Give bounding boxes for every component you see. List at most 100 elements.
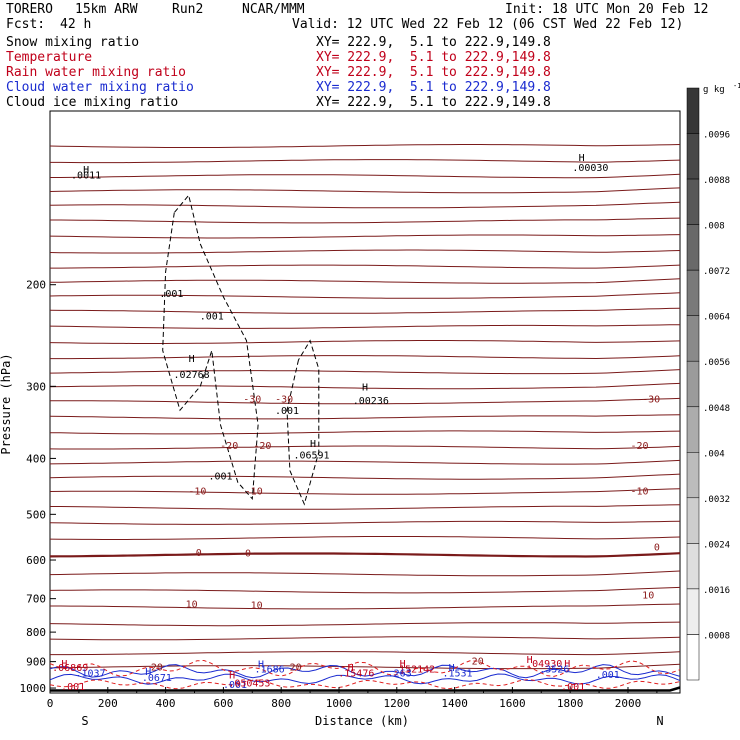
contour-annotation: .001: [61, 682, 85, 693]
contour-annotation: -20: [253, 441, 271, 452]
contour-annotation: -30: [275, 395, 293, 406]
colorbar-tick-label: .004: [703, 449, 725, 459]
isotherm-line: [50, 355, 681, 360]
isotherm-layer: [49, 144, 681, 670]
colorbar-unit: g kg: [703, 85, 725, 95]
surface-line: [50, 686, 681, 692]
colorbar-tick-label: .0096: [703, 131, 730, 141]
contour-annotation: .0671: [142, 673, 172, 684]
isotherm-line: [49, 249, 681, 254]
contour-annotation: .001: [200, 312, 224, 323]
colorbar-swatch: [686, 269, 700, 316]
isotherm-line: [49, 278, 681, 284]
isotherm-line: [50, 159, 681, 164]
contour-annotation: .15476: [338, 669, 374, 680]
field-xy-cloud-ice: XY= 222.9, 5.1 to 222.9,149.8: [316, 95, 551, 110]
isotherm-line: [49, 586, 681, 594]
contour-annotation: H: [362, 383, 368, 394]
contour-annotation: .06869: [52, 663, 88, 674]
contour-annotation: -10: [188, 487, 206, 498]
y-tick-label: 700: [26, 593, 46, 606]
contour-annotation: 0: [654, 543, 660, 554]
isotherm-line: [49, 234, 681, 239]
isotherm-line: [49, 473, 681, 480]
x-tick-label: 400: [156, 697, 176, 710]
field-name-temperature: Temperature: [6, 50, 93, 65]
x-axis: 0 200 400 600 800 1000 1200 1400 1600 1800 2000: [47, 687, 658, 710]
field-name-snow: Snow mixing ratio: [6, 35, 140, 50]
isotherm-line: [49, 324, 681, 329]
isotherm-line: [49, 520, 681, 525]
contour-annotation: .00030: [572, 163, 608, 174]
contour-annotation: .04930: [526, 659, 562, 670]
mixing-ratio-layer: [49, 194, 681, 690]
contour-annotation: H: [145, 667, 151, 678]
colorbar-unit-exponent: -1: [733, 82, 740, 90]
isotherm-line: [49, 663, 681, 670]
contour-annotation: 10: [186, 599, 198, 610]
field-name-cloud-ice: Cloud ice mixing ratio: [6, 95, 179, 110]
field-xy-temperature: XY= 222.9, 5.1 to 222.9,149.8: [316, 50, 551, 65]
isotherm-line: [50, 603, 681, 610]
colorbar-swatch: [686, 497, 700, 544]
isotherm-line: [49, 445, 681, 450]
title-resolution: 15km ARW: [75, 2, 138, 17]
isotherm-line: [49, 414, 681, 420]
isotherm-line: [50, 217, 681, 224]
end-label-north: N: [656, 714, 663, 728]
contour-annotation: .02768: [174, 370, 210, 381]
contour-annotation: .3526: [539, 665, 569, 676]
contour-annotation: .263: [388, 669, 412, 680]
isotherm-line: [49, 430, 681, 435]
contour-annotation: -10: [245, 487, 263, 498]
contour-annotation: .06591: [293, 450, 329, 461]
x-axis-label: Distance (km): [315, 714, 409, 728]
contour-annotation: -20: [630, 441, 648, 452]
ice-contour: [286, 339, 320, 506]
colorbar-tick-label: .0032: [703, 495, 730, 505]
y-tick-label: 200: [26, 279, 46, 292]
contour-annotation: .001: [208, 471, 232, 482]
contour-annotation: .1037: [75, 669, 105, 680]
y-axis: 200 300 400 500 600 700 800 900 1000: [20, 279, 56, 695]
colorbar-swatch: [686, 360, 700, 407]
x-tick-label: 600: [213, 697, 233, 710]
colorbar-swatch: [686, 178, 700, 225]
colorbar-tick-label: .0056: [703, 358, 730, 368]
title-org: NCAR/MMM: [242, 2, 305, 17]
colorbar-swatch: [686, 634, 700, 681]
isotherm-line: [49, 201, 681, 209]
x-tick-label: 2000: [615, 697, 642, 710]
contour-annotation: -30: [642, 395, 660, 406]
colorbar-tick-label: .0064: [703, 313, 730, 323]
isotherm-line: [49, 459, 681, 465]
snow-contour: [162, 194, 259, 501]
contour-annotation: .001: [561, 682, 585, 693]
contour-annotation: .001: [223, 680, 247, 691]
colorbar-swatch: [686, 588, 700, 635]
contour-annotation: H: [348, 663, 354, 674]
title-fcst-label: Fcst:: [6, 17, 46, 32]
contour-annotation: H: [310, 439, 316, 450]
y-tick-label: 500: [26, 508, 46, 521]
annotation-layer: H.0011.001.001H.02768.001H.06591.001H.00…: [52, 153, 660, 693]
contour-annotation: 20: [290, 663, 302, 674]
end-label-south: S: [81, 714, 88, 728]
x-tick-label: 0: [47, 697, 54, 710]
x-tick-label: 1600: [499, 697, 526, 710]
contour-annotation: .00236: [353, 396, 389, 407]
y-tick-label: 800: [26, 626, 46, 639]
colorbar-tick-label: .0024: [703, 540, 730, 550]
y-axis-label: Pressure (hPa): [0, 353, 13, 454]
isotherm-line: [50, 173, 681, 179]
contour-annotation: -20: [220, 441, 238, 452]
x-tick-label: 200: [98, 697, 118, 710]
x-tick-label: 1400: [441, 697, 468, 710]
contour-annotation: H: [449, 663, 455, 674]
y-tick-label: 1000: [20, 682, 47, 695]
contour-annotation: .152142: [393, 665, 435, 676]
colorbar-tick-label: .0016: [703, 586, 730, 596]
isotherm-line: [49, 570, 681, 577]
isotherm-line: [49, 621, 681, 627]
isotherm-line: [49, 536, 681, 540]
